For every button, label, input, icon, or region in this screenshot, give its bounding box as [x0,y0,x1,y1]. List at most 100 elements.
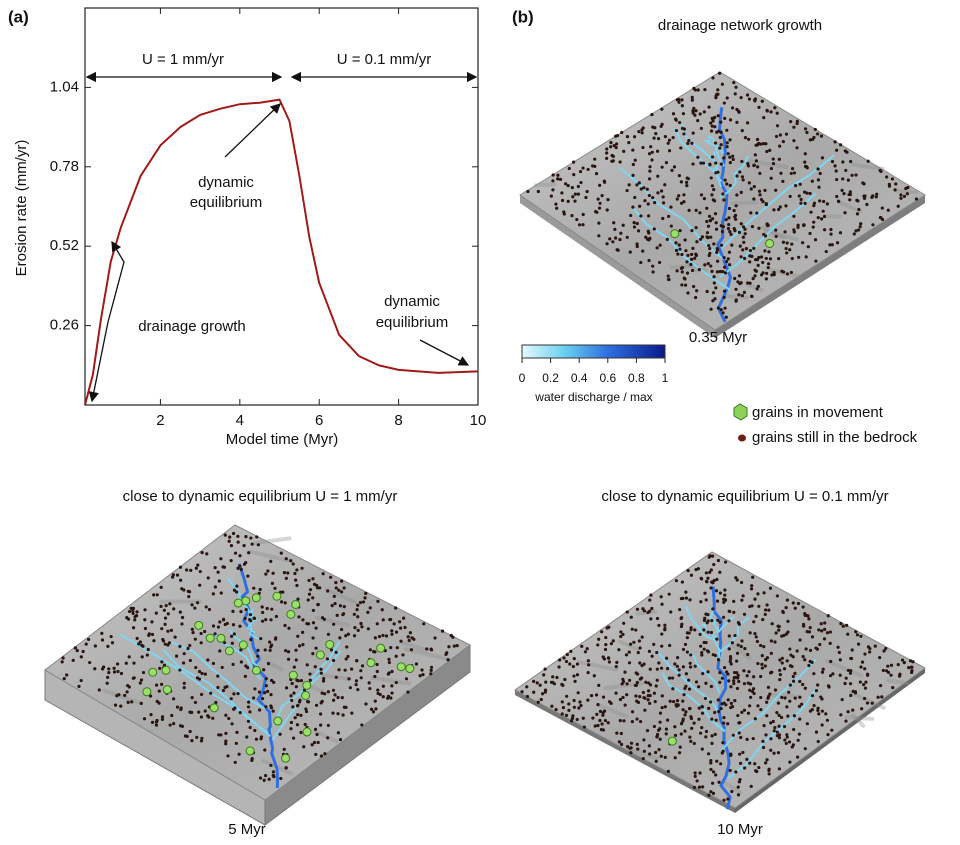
grain [123,693,127,697]
grain [186,646,190,651]
grain [640,128,644,132]
grain [198,569,202,574]
grain [796,601,801,606]
grain [854,173,858,177]
grain [621,632,625,637]
grain [792,714,796,718]
grain [862,696,867,701]
grain [238,564,242,568]
grain [649,617,653,621]
grain [284,766,288,770]
grain [838,658,842,662]
grain [196,563,200,567]
grain [650,654,654,658]
grain [788,699,792,703]
grain [127,685,131,689]
grain [216,625,221,629]
grain [886,670,891,675]
time-label: 0.35 Myr [689,329,747,346]
moving-grain [765,239,775,249]
terrain-block [519,71,926,338]
grain [708,218,712,222]
grain [737,293,741,297]
grain [180,622,184,626]
grain [604,642,608,647]
grain [718,135,722,140]
grain [598,183,602,187]
grain [667,277,671,282]
legend: grains in movement grains still in the b… [733,403,918,446]
grain [886,664,890,668]
grain [224,739,228,743]
grain [669,205,673,209]
grain [710,618,714,623]
grain [784,132,789,136]
grain [732,676,736,680]
grain [855,198,859,202]
grain [601,728,606,732]
grain [756,165,760,169]
grain [647,649,652,653]
grain [678,228,682,233]
grain [286,650,291,654]
grain [236,540,240,544]
grain [632,225,637,229]
grain [84,642,88,646]
grain [274,614,279,619]
grain [858,225,862,229]
grain [732,599,736,603]
grain [756,704,760,708]
time-label: 10 Myr [717,821,763,838]
grain [767,608,771,612]
grain [724,218,728,222]
grain [762,591,766,595]
grain [709,758,713,763]
grain [340,627,344,632]
grain [100,638,105,642]
grain [838,143,843,147]
ridge [727,641,752,660]
grain [234,741,238,745]
grain [757,604,761,608]
grain [233,551,238,555]
grain [374,707,378,711]
grain [715,599,720,603]
moving-grain [670,229,680,239]
grain [271,773,275,777]
panel-label: (b) [512,7,534,26]
grain [319,723,323,727]
grain [264,618,268,622]
annotation: equilibrium [190,194,263,211]
grain [230,641,234,645]
grain [813,127,817,132]
grain [557,665,561,669]
grain [881,668,885,673]
grain [757,765,761,770]
grain [790,167,795,171]
plot: 2 4 6 8 100.260.520.781.04 [50,8,486,429]
grain [573,199,577,203]
grain [282,747,286,751]
grain [269,704,273,708]
grain [124,661,128,665]
grain [805,166,809,170]
grain [735,120,739,124]
ridge [313,729,339,744]
grain [758,171,762,175]
grain [249,536,253,540]
grain [814,646,818,650]
grain [320,616,325,620]
grain [818,199,822,203]
grain [795,649,799,653]
grain [887,184,892,188]
grain [353,626,357,630]
grain [306,699,310,704]
grain [608,237,612,241]
grain [409,648,414,652]
grain [774,228,778,232]
grain [601,695,606,699]
grain [667,592,671,596]
grain [360,664,365,668]
grain [629,615,633,619]
grain [772,751,776,755]
